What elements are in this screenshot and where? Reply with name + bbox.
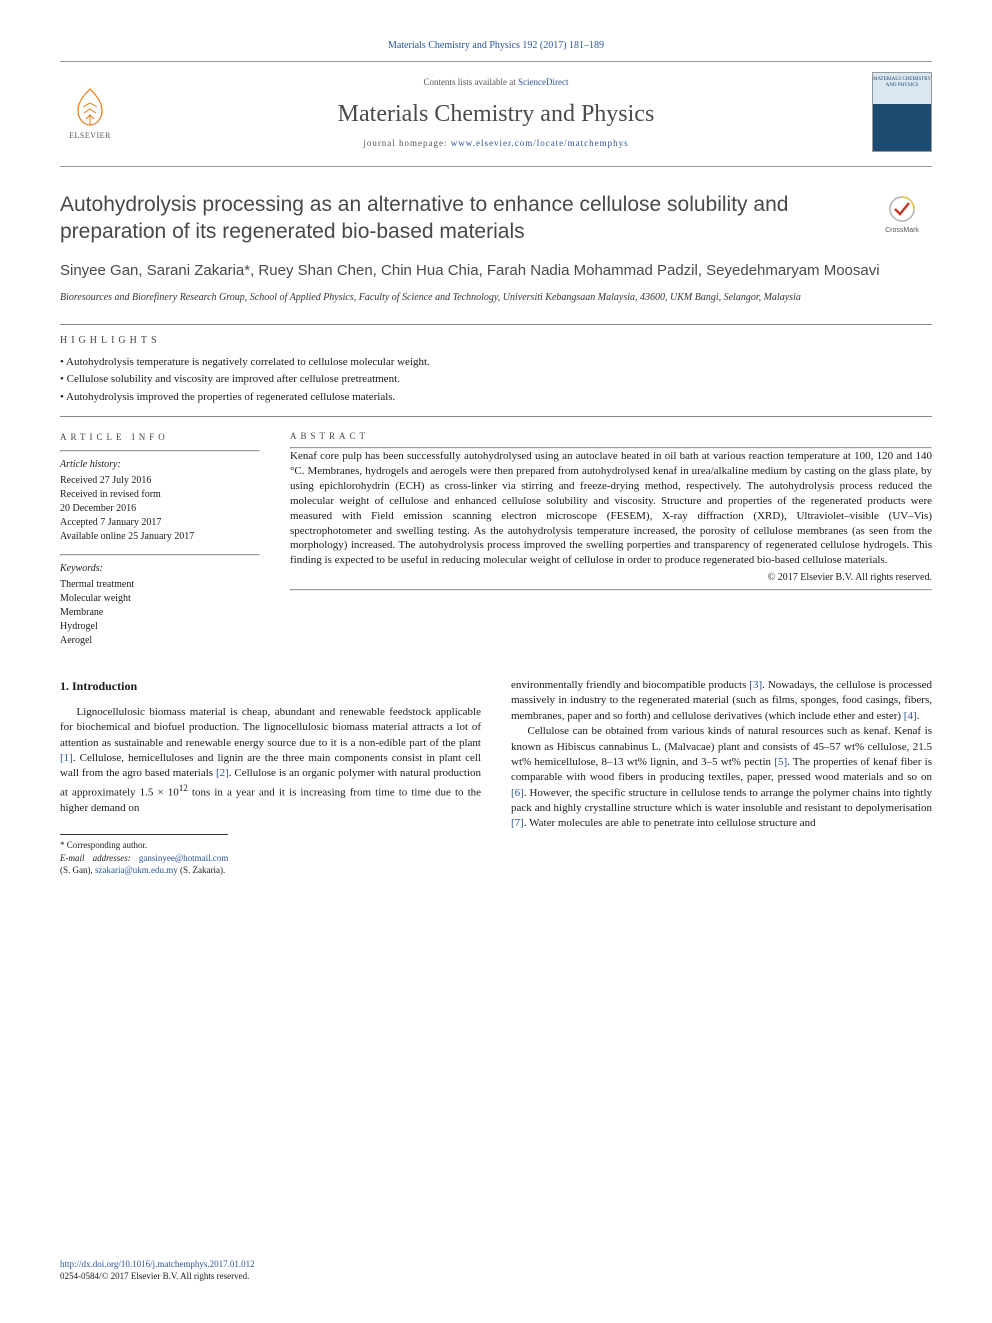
text-run: environmentally friendly and biocompatib… [511, 679, 749, 691]
crossmark-label: CrossMark [872, 226, 932, 235]
body-columns: 1. Introduction Lignocellulosic biomass … [60, 678, 932, 877]
separator [60, 416, 932, 417]
article-info: article info Article history: Received 2… [60, 431, 260, 648]
history-line: 20 December 2016 [60, 502, 260, 516]
ref-link[interactable]: [7] [511, 817, 524, 829]
page-footer: http://dx.doi.org/10.1016/j.matchemphys.… [60, 1258, 932, 1283]
article-info-label: article info [60, 431, 260, 444]
keyword: Aerogel [60, 634, 260, 648]
keywords-block: Keywords: Thermal treatment Molecular we… [60, 554, 260, 648]
elsevier-logo-text: ELSEVIER [69, 131, 111, 140]
contents-prefix: Contents lists available at [424, 77, 518, 87]
highlights-label: highlights [60, 335, 932, 346]
elsevier-logo: ELSEVIER [60, 77, 120, 147]
affiliation: Bioresources and Biorefinery Research Gr… [60, 291, 932, 304]
header-center: Contents lists available at ScienceDirec… [120, 77, 872, 148]
highlight-item: Autohydrolysis temperature is negatively… [60, 354, 932, 372]
crossmark-badge[interactable]: CrossMark [872, 195, 932, 235]
right-column: environmentally friendly and biocompatib… [511, 678, 932, 877]
journal-header: ELSEVIER Contents lists available at Sci… [60, 61, 932, 167]
ref-link[interactable]: [5] [774, 756, 787, 768]
separator [60, 324, 932, 325]
highlight-item: Cellulose solubility and viscosity are i… [60, 371, 932, 389]
highlights-list: Autohydrolysis temperature is negatively… [60, 354, 932, 407]
email-who: (S. Zakaria). [180, 865, 225, 875]
ref-link[interactable]: [1] [60, 752, 73, 764]
separator [60, 450, 260, 452]
history-line: Accepted 7 January 2017 [60, 516, 260, 530]
exponent: 12 [179, 783, 188, 793]
footnotes: * Corresponding author. E-mail addresses… [60, 834, 228, 877]
top-citation: Materials Chemistry and Physics 192 (201… [60, 40, 932, 51]
email-label: E-mail addresses: [60, 853, 131, 863]
elsevier-tree-icon [68, 85, 112, 129]
article-title-text: Autohydrolysis processing as an alternat… [60, 193, 788, 243]
journal-cover-thumbnail: MATERIALS CHEMISTRY AND PHYSICS [872, 72, 932, 152]
email-link[interactable]: gansinyee@hotmail.com [139, 853, 229, 863]
ref-link[interactable]: [4] [904, 710, 917, 722]
intro-paragraph: Cellulose can be obtained from various k… [511, 724, 932, 832]
author-list: Sinyee Gan, Sarani Zakaria*, Ruey Shan C… [60, 260, 932, 281]
history-line: Received 27 July 2016 [60, 474, 260, 488]
issn-copyright: 0254-0584/© 2017 Elsevier B.V. All right… [60, 1271, 249, 1281]
abstract-text: Kenaf core pulp has been successfully au… [290, 449, 932, 568]
ref-link[interactable]: [2] [216, 767, 229, 779]
homepage-link[interactable]: www.elsevier.com/locate/matchemphys [451, 138, 629, 148]
separator [60, 554, 260, 556]
intro-paragraph-cont: environmentally friendly and biocompatib… [511, 678, 932, 724]
left-column: 1. Introduction Lignocellulosic biomass … [60, 678, 481, 877]
keywords-label: Keywords: [60, 562, 260, 576]
abstract-label: abstract [290, 431, 932, 441]
highlight-item: Autohydrolysis improved the properties o… [60, 389, 932, 407]
email-who: (S. Gan), [60, 865, 93, 875]
text-run: . However, the specific structure in cel… [511, 787, 932, 814]
homepage-line: journal homepage: www.elsevier.com/locat… [363, 138, 628, 148]
section-heading-intro: 1. Introduction [60, 678, 481, 695]
email-line: E-mail addresses: gansinyee@hotmail.com … [60, 852, 228, 877]
doi-link[interactable]: http://dx.doi.org/10.1016/j.matchemphys.… [60, 1259, 255, 1269]
cover-text: MATERIALS CHEMISTRY AND PHYSICS [873, 77, 931, 88]
crossmark-icon [888, 195, 916, 223]
keyword: Molecular weight [60, 592, 260, 606]
corresponding-author-note: * Corresponding author. [60, 839, 228, 852]
email-link[interactable]: szakaria@ukm.edu.my [95, 865, 178, 875]
history-line: Available online 25 January 2017 [60, 530, 260, 544]
journal-title: Materials Chemistry and Physics [338, 101, 655, 128]
keyword: Hydrogel [60, 620, 260, 634]
intro-paragraph: Lignocellulosic biomass material is chea… [60, 705, 481, 816]
article-title: Autohydrolysis processing as an alternat… [60, 191, 932, 246]
ref-link[interactable]: [3] [749, 679, 762, 691]
abstract-column: abstract Kenaf core pulp has been succes… [290, 431, 932, 648]
highlights-section: highlights Autohydrolysis temperature is… [60, 335, 932, 407]
keyword: Thermal treatment [60, 578, 260, 592]
keyword: Membrane [60, 606, 260, 620]
homepage-prefix: journal homepage: [363, 138, 450, 148]
text-run: . Water molecules are able to penetrate … [524, 817, 816, 829]
ref-link[interactable]: [6] [511, 787, 524, 799]
history-line: Received in revised form [60, 488, 260, 502]
info-abstract-row: article info Article history: Received 2… [60, 431, 932, 648]
abstract-copyright: © 2017 Elsevier B.V. All rights reserved… [290, 572, 932, 583]
sciencedirect-link[interactable]: ScienceDirect [518, 77, 568, 87]
contents-available-line: Contents lists available at ScienceDirec… [424, 77, 569, 87]
separator [290, 589, 932, 591]
history-label: Article history: [60, 458, 260, 472]
text-run: . [917, 710, 920, 722]
text-run: Lignocellulosic biomass material is chea… [60, 706, 481, 749]
